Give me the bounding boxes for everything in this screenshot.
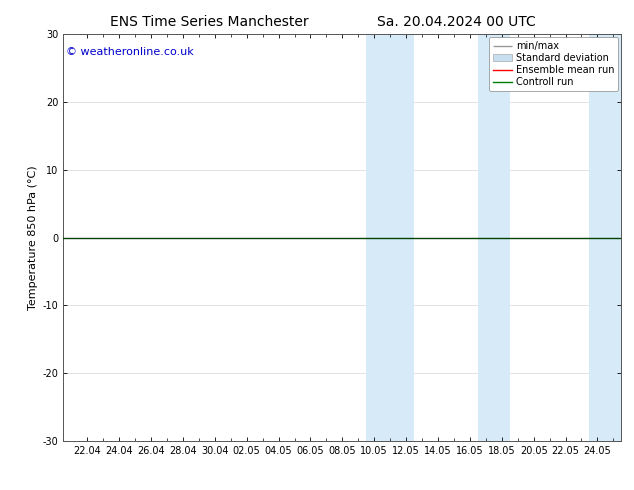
Y-axis label: Temperature 850 hPa (°C): Temperature 850 hPa (°C)	[29, 165, 39, 310]
Bar	[590, 34, 621, 441]
Text: © weatheronline.co.uk: © weatheronline.co.uk	[66, 47, 194, 56]
Text: ENS Time Series Manchester: ENS Time Series Manchester	[110, 15, 309, 29]
Legend: min/max, Standard deviation, Ensemble mean run, Controll run: min/max, Standard deviation, Ensemble me…	[489, 37, 618, 91]
Text: Sa. 20.04.2024 00 UTC: Sa. 20.04.2024 00 UTC	[377, 15, 536, 29]
Bar	[366, 34, 414, 441]
Bar	[478, 34, 510, 441]
